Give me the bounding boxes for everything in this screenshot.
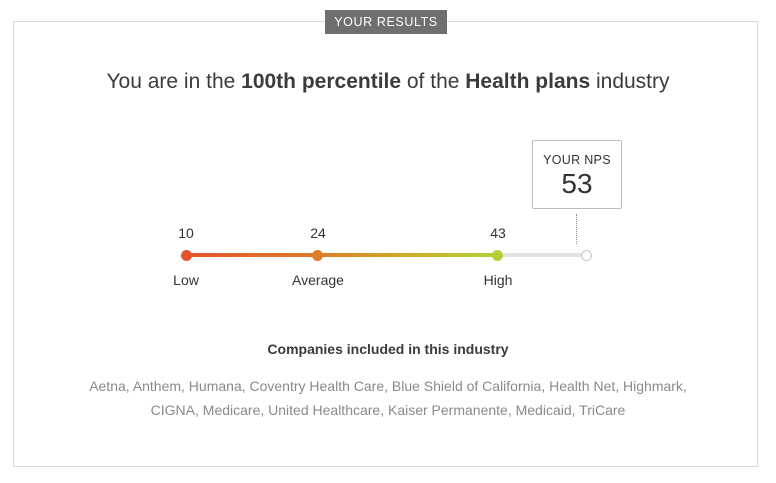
results-card	[13, 21, 758, 467]
nps-pointer-line	[576, 214, 577, 244]
companies-list: Aetna, Anthem, Humana, Coventry Health C…	[89, 378, 687, 418]
headline-middle: of the	[401, 70, 466, 93]
your-nps-box: YOUR NPS 53	[532, 140, 622, 209]
low-label: Low	[173, 272, 199, 288]
your-results-badge: YOUR RESULTS	[325, 10, 447, 34]
low-value: 10	[178, 225, 194, 241]
high-label: High	[483, 272, 513, 288]
your-nps-value: 53	[561, 168, 593, 199]
scale-track-fill	[186, 253, 498, 257]
percentile-headline: You are in the 100th percentile of the H…	[0, 70, 776, 94]
your-nps-label: YOUR NPS	[543, 153, 611, 167]
average-label: Average	[292, 272, 344, 288]
average-value: 24	[310, 225, 326, 241]
your-nps-marker	[581, 250, 592, 261]
low-marker	[181, 250, 192, 261]
headline-prefix: You are in the	[106, 70, 242, 93]
headline-suffix: industry	[590, 70, 670, 93]
companies-title: Companies included in this industry	[267, 341, 509, 357]
headline-industry: Health plans	[465, 70, 591, 93]
high-value: 43	[490, 225, 506, 241]
headline-percentile: 100th percentile	[241, 70, 402, 93]
average-marker	[312, 250, 323, 261]
high-marker	[492, 250, 503, 261]
